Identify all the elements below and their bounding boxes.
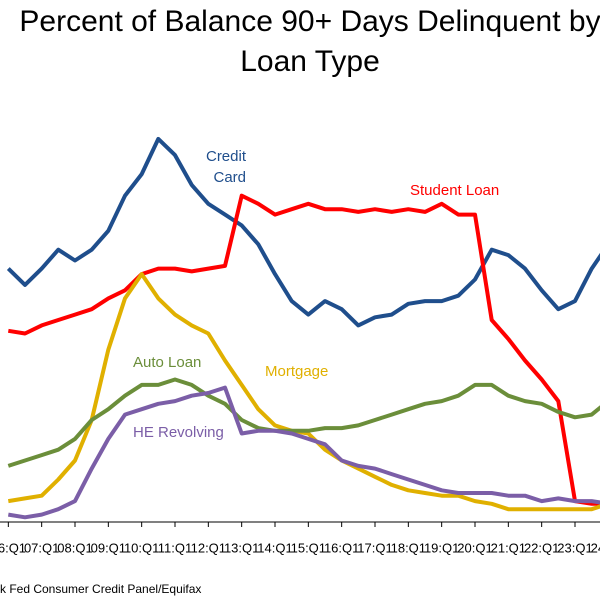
x-tick-label: 10:Q1 <box>124 540 159 555</box>
x-tick-label: 11:Q1 <box>158 540 192 555</box>
series-label: HE Revolving <box>133 424 224 441</box>
series-label: Student Loan <box>410 182 500 199</box>
x-tick-label: 18:Q1 <box>391 540 426 555</box>
x-tick-label: 08:Q1 <box>57 540 92 555</box>
x-tick-label: 21:Q1 <box>491 540 526 555</box>
x-tick-label: 16:Q1 <box>324 540 359 555</box>
series-line <box>7 272 600 512</box>
x-tick-label: 20:Q1 <box>457 540 492 555</box>
x-tick-label: 12:Q1 <box>191 540 226 555</box>
series-line <box>7 377 600 468</box>
series-line <box>6 136 600 328</box>
x-tick-label: 14:Q1 <box>257 540 292 555</box>
source-note: k Fed Consumer Credit Panel/Equifax <box>0 582 202 596</box>
series-label: Mortgage <box>265 363 329 380</box>
series-line <box>7 385 600 520</box>
x-tick-label: 19:Q1 <box>424 540 459 555</box>
series-label: Credit Card <box>205 148 246 186</box>
x-tick-label: 17:Q1 <box>357 540 392 555</box>
x-tick-label: 07:Q1 <box>24 540 59 555</box>
series-label: Auto Loan <box>133 354 202 371</box>
x-tick-label: 09:Q1 <box>91 540 126 555</box>
chart-title: Percent of Balance 90+ Days Delinquent b… <box>19 5 600 78</box>
x-tick-label: 22:Q1 <box>524 540 559 555</box>
x-tick-label: 24:Q1 <box>591 540 600 555</box>
x-tick-label: 15:Q1 <box>291 540 326 555</box>
x-tick-label: 23:Q1 <box>557 540 592 555</box>
x-tick-label: 13:Q1 <box>224 540 259 555</box>
x-tick-label: 06:Q1 <box>0 540 26 555</box>
series-line <box>7 193 600 506</box>
